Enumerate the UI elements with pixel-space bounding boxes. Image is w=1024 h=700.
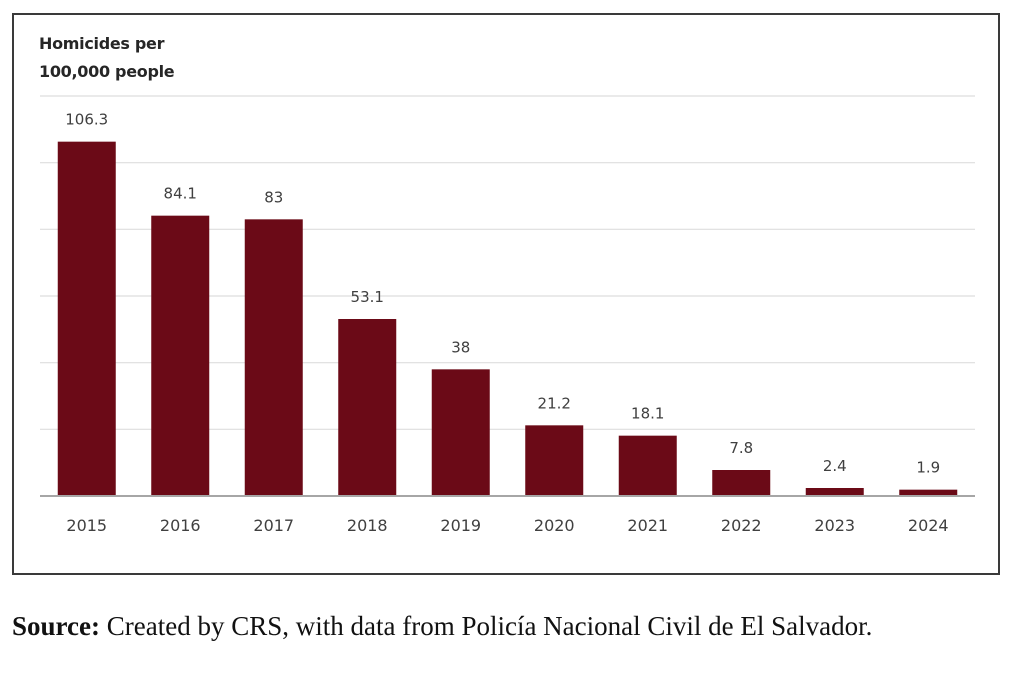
- y-axis-title: Homicides per 100,000 people: [39, 34, 175, 81]
- value-label: 83: [264, 188, 283, 206]
- bars: [57, 141, 958, 497]
- value-label: 7.8: [729, 439, 753, 457]
- bar: [805, 488, 864, 496]
- value-label: 2.4: [823, 457, 847, 475]
- value-label: 21.2: [538, 394, 571, 412]
- source-label: Source:: [12, 611, 100, 641]
- x-tick-label: 2024: [908, 516, 949, 535]
- bar: [338, 319, 397, 496]
- bar: [244, 219, 303, 497]
- value-label: 84.1: [164, 185, 197, 203]
- bar: [431, 369, 490, 496]
- x-tick-label: 2021: [627, 516, 668, 535]
- x-tick-label: 2022: [721, 516, 762, 535]
- bar: [525, 425, 584, 496]
- x-tick-label: 2018: [347, 516, 388, 535]
- x-tick-label: 2019: [440, 516, 481, 535]
- value-label: 18.1: [631, 405, 664, 423]
- x-tick-label: 2015: [66, 516, 107, 535]
- bar: [618, 435, 677, 496]
- value-label: 106.3: [65, 111, 108, 129]
- x-tick-label: 2020: [534, 516, 575, 535]
- bar: [712, 470, 771, 496]
- x-tick-label: 2017: [253, 516, 294, 535]
- x-tick-labels: 2015 2016 2017 2018 2019 2020 2021 2022 2023 2024: [66, 516, 948, 535]
- value-label: 38: [451, 338, 470, 356]
- value-labels: 106.3 84.1 83 53.1 38 21.2 18.1 7.8 2.4 1.9: [65, 111, 940, 477]
- value-label: 1.9: [916, 459, 940, 477]
- bar: [151, 215, 210, 496]
- source-caption: Source: Created by CRS, with data from P…: [12, 610, 972, 643]
- bar: [899, 489, 958, 496]
- source-text: Created by CRS, with data from Policía N…: [100, 611, 873, 641]
- bar: [57, 141, 116, 496]
- x-tick-label: 2023: [814, 516, 855, 535]
- x-tick-label: 2016: [160, 516, 201, 535]
- value-label: 53.1: [351, 288, 384, 306]
